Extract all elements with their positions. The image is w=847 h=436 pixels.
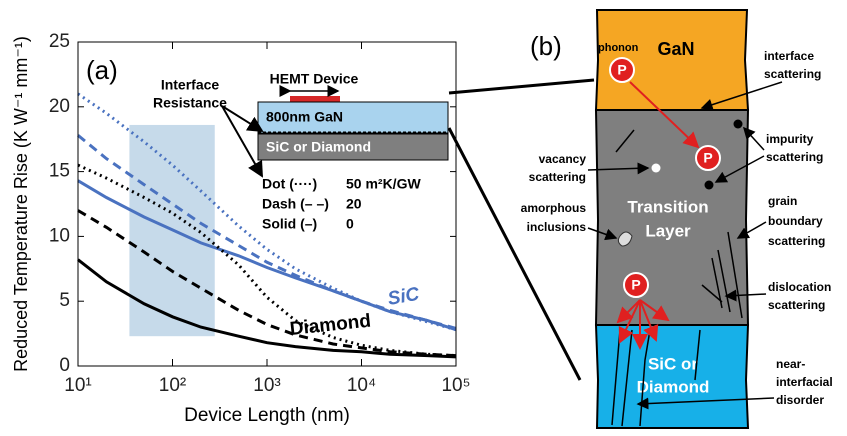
x-tick-label: 10³ — [253, 375, 280, 396]
y-tick-label: 5 — [59, 290, 70, 311]
connector — [448, 78, 595, 95]
transition-label: Layer — [645, 221, 691, 240]
callout: impurity — [766, 132, 814, 146]
legend-row: 50 m²K/GW — [346, 176, 421, 192]
y-tick-label: 20 — [49, 96, 70, 117]
transition-block — [594, 109, 750, 326]
series-line — [77, 163, 457, 358]
defects — [611, 129, 743, 427]
phonon-particle: P P P — [609, 57, 721, 298]
arrow — [221, 105, 263, 178]
x-tick-label: 10⁴ — [347, 375, 376, 396]
inset: HEMT Device 800nm GaN SiC or Diamond Int… — [86, 55, 449, 340]
phonon-path — [629, 81, 700, 149]
callout: scattering — [768, 298, 825, 312]
callout: interface — [764, 49, 814, 63]
impurity — [733, 119, 743, 129]
gan-label: 800nm GaN — [266, 109, 343, 125]
panel-label: (a) — [86, 55, 118, 85]
transition-label: Transition — [627, 197, 708, 216]
x-tick-label: 10² — [159, 375, 186, 396]
hemt-device — [290, 96, 340, 102]
substrate-block — [594, 324, 750, 429]
x-tick-label: 10⁵ — [441, 375, 470, 396]
y-axis-label: Reduced Temperature Rise (K W⁻¹ mm⁻¹) — [11, 36, 31, 372]
callout: scattering — [766, 150, 823, 164]
connector — [447, 127, 582, 381]
diagram-b: (b) GaN phonon Transition Layer SiC or D… — [521, 9, 833, 429]
phonon-scatter — [616, 299, 670, 350]
series-line — [77, 258, 457, 359]
arrow — [221, 105, 264, 133]
callout: disorder — [776, 393, 824, 407]
callout: inclusions — [527, 220, 587, 234]
sic-label: SiC — [386, 284, 421, 310]
series-line — [77, 209, 457, 358]
panel-label: (b) — [530, 31, 562, 61]
callout: scattering — [529, 170, 586, 184]
particle-label: P — [703, 150, 712, 166]
x-axis-label: Device Length (nm) — [184, 405, 350, 426]
y-tick-label: 10 — [49, 225, 70, 246]
y-tick-label: 15 — [49, 161, 70, 182]
substrate-layer — [257, 133, 449, 161]
callout: boundary — [768, 214, 823, 228]
impurity — [704, 180, 714, 190]
amorphous-inclusion — [617, 231, 633, 247]
callout: amorphous — [521, 201, 587, 215]
legend-row: Dot (····) — [262, 176, 317, 192]
x-tick-label: 10¹ — [64, 375, 91, 396]
interface-resistance-label: Interface — [161, 77, 220, 93]
particle-label: P — [617, 62, 626, 78]
particle-label: P — [631, 277, 640, 293]
legend-row: Solid (–) — [262, 216, 317, 232]
callout: near- — [776, 357, 805, 371]
legend-row: 0 — [346, 216, 354, 232]
legend-row: 20 — [346, 196, 362, 212]
interface-resistance-label: Resistance — [153, 95, 227, 111]
hemt-label: HEMT Device — [270, 71, 359, 87]
diamond-label: Diamond — [289, 311, 372, 340]
callout: vacancy — [539, 152, 587, 166]
callout: grain — [768, 194, 797, 208]
series-line — [77, 179, 457, 332]
substrate-label: SiC or — [648, 354, 698, 373]
gan-label: GaN — [657, 39, 694, 59]
substrate-label: SiC or Diamond — [266, 139, 371, 155]
substrate-label: Diamond — [637, 377, 710, 396]
callout: dislocation — [768, 280, 831, 294]
chart-a: 0 5 10 15 20 25 10¹ 10² 10³ 10⁴ 10⁵ Device Length (… — [11, 31, 471, 426]
legend-row: Dash (– –) — [262, 196, 329, 212]
callout: interfacial — [776, 375, 833, 389]
callout: scattering — [764, 67, 821, 81]
phonon-label: phonon — [598, 42, 639, 54]
callouts: interface scattering impurity scattering… — [521, 49, 833, 410]
vacancy — [651, 163, 661, 173]
y-tick-label: 0 — [59, 355, 70, 376]
callout: scattering — [768, 234, 825, 248]
y-tick-label: 25 — [49, 31, 70, 52]
